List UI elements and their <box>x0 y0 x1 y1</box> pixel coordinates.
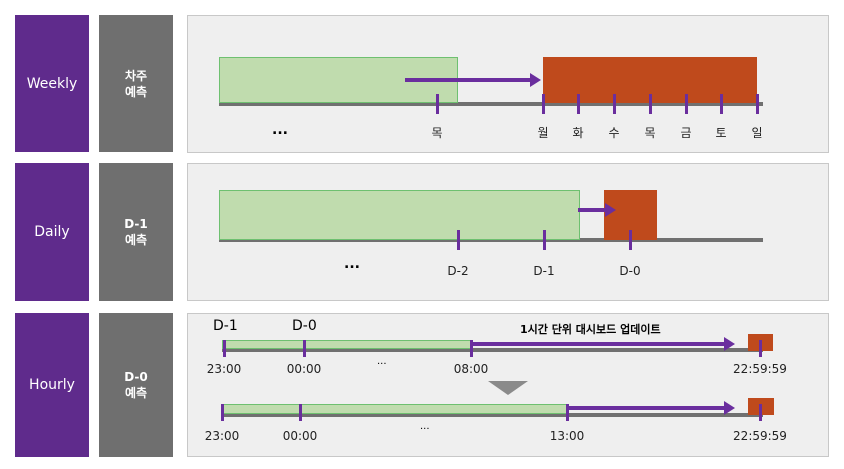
hourly-title: 1시간 단위 대시보드 업데이트 <box>520 323 661 336</box>
down-arrow-icon <box>488 381 528 395</box>
daily-ellipsis: ... <box>344 256 360 272</box>
daily-tick <box>629 230 632 250</box>
weekly-tick <box>649 94 652 114</box>
hourly2-tick-label: 13:00 <box>549 429 585 443</box>
weekly-arrow <box>405 73 541 87</box>
row-sub-daily: D-1 예측 <box>99 163 173 301</box>
weekly-timeline <box>219 102 763 106</box>
weekly-tick <box>577 94 580 114</box>
daily-arrow <box>578 203 616 217</box>
weekly-tick <box>756 94 759 114</box>
hourly-timeline-1 <box>222 348 763 352</box>
day-label-d1: D-1 <box>213 318 238 334</box>
daily-timeline <box>219 238 763 242</box>
row-label-daily: Daily <box>15 163 89 301</box>
day-label-d0: D-0 <box>292 318 317 334</box>
daily-tick <box>457 230 460 250</box>
daily-tick-label: D-0 <box>619 264 641 278</box>
daily-tick <box>543 230 546 250</box>
hourly2-tick-label: 22:59:59 <box>733 429 787 443</box>
hourly1-tick-label: 22:59:59 <box>733 362 787 376</box>
daily-tick-label: D-2 <box>447 264 469 278</box>
daily-tick-label: D-1 <box>533 264 555 278</box>
weekly-tick <box>542 94 545 114</box>
hourly2-tick <box>566 404 569 421</box>
hourly-ellipsis-1: ... <box>377 356 387 367</box>
weekly-tick <box>436 94 439 114</box>
hourly2-tick <box>221 404 224 421</box>
hourly-arrow-1 <box>471 337 735 351</box>
hourly-timeline-2 <box>221 413 763 417</box>
weekly-tick-label: 토 <box>715 126 727 140</box>
hourly-ellipsis-2: ... <box>420 421 430 432</box>
daily-history-bar <box>219 190 580 240</box>
weekly-tick <box>720 94 723 114</box>
weekly-tick-label: 월 <box>537 126 549 140</box>
hourly2-tick-label: 00:00 <box>282 429 318 443</box>
weekly-tick-label: 목 <box>644 126 656 140</box>
hourly-history-bar-1 <box>222 340 471 349</box>
hourly1-tick-label: 23:00 <box>206 362 242 376</box>
hourly1-tick <box>759 340 762 357</box>
weekly-tick-label: 금 <box>680 126 692 140</box>
hourly-history-bar-2 <box>221 404 567 414</box>
weekly-tick-label: 화 <box>572 126 584 140</box>
hourly2-tick <box>299 404 302 421</box>
hourly1-tick <box>470 340 473 357</box>
row-label-weekly: Weekly <box>15 15 89 152</box>
row-sub-weekly: 차주 예측 <box>99 15 173 152</box>
hourly-arrow-2 <box>567 401 735 415</box>
weekly-tick <box>613 94 616 114</box>
hourly2-tick-label: 23:00 <box>204 429 240 443</box>
weekly-tick-label: 일 <box>751 126 763 140</box>
weekly-tick-label: 목 <box>431 126 443 140</box>
hourly2-tick <box>759 404 762 421</box>
weekly-tick <box>685 94 688 114</box>
hourly1-tick <box>223 340 226 357</box>
weekly-tick-label: 수 <box>608 126 620 140</box>
hourly1-tick-label: 08:00 <box>453 362 489 376</box>
row-sub-hourly: D-0 예측 <box>99 313 173 457</box>
row-label-hourly: Hourly <box>15 313 89 457</box>
hourly1-tick-label: 00:00 <box>286 362 322 376</box>
hourly1-tick <box>303 340 306 357</box>
weekly-ellipsis: ... <box>272 122 288 138</box>
